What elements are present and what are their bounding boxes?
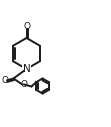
Text: O: O <box>1 76 8 85</box>
Text: O: O <box>20 80 27 89</box>
Text: N: N <box>23 64 30 74</box>
Text: O: O <box>24 22 31 31</box>
